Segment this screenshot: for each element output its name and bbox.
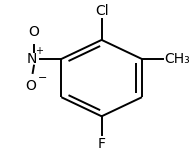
Text: O: O bbox=[25, 79, 36, 93]
Text: O: O bbox=[29, 25, 39, 39]
Text: CH₃: CH₃ bbox=[164, 52, 190, 66]
Text: N: N bbox=[27, 52, 37, 66]
Text: Cl: Cl bbox=[95, 4, 108, 18]
Text: +: + bbox=[35, 46, 43, 56]
Text: F: F bbox=[98, 137, 106, 151]
Text: −: − bbox=[38, 73, 47, 83]
